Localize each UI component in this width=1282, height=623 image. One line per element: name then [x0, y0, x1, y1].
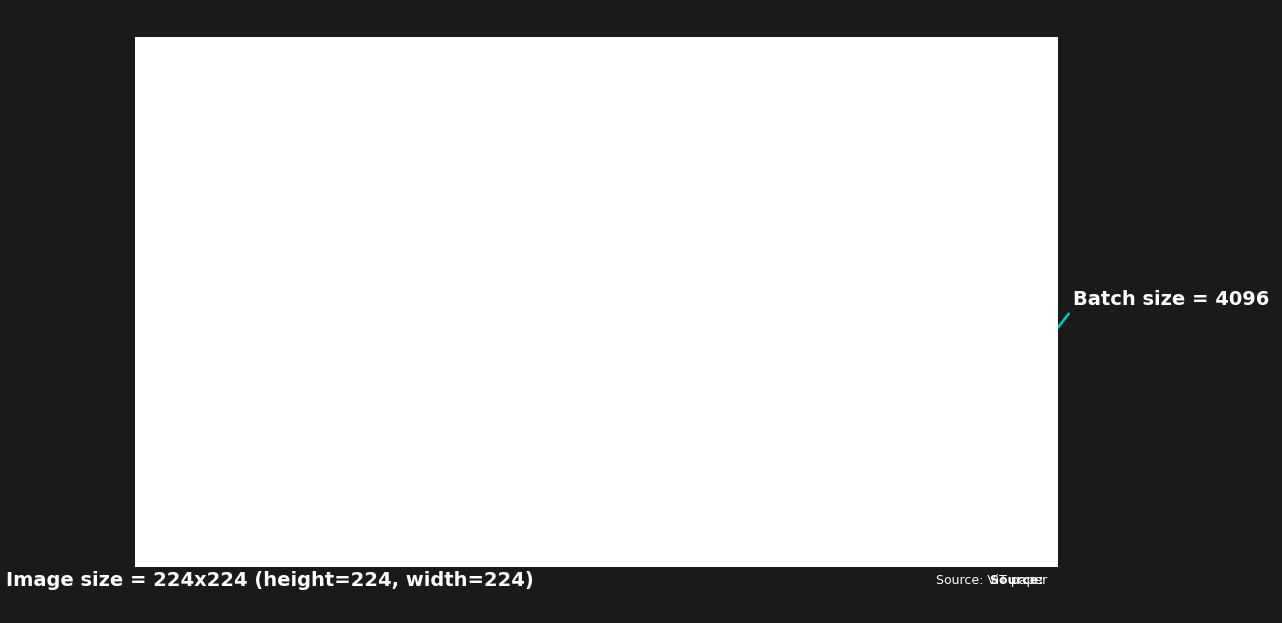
Text: Source: ViT paper: Source: ViT paper [936, 574, 1047, 587]
Text: Source:: Source: [990, 574, 1047, 587]
Text: Image size = 224x224 (height=224, width=224): Image size = 224x224 (height=224, width=… [6, 571, 535, 590]
Bar [644, 454, 844, 486]
Bar [324, 524, 604, 558]
Text: Batch size = 4096: Batch size = 4096 [1073, 290, 1269, 308]
Text: Table 3: Hyperparameters for training.  All models are trained with a batch size: Table 3: Hyperparameters for training. A… [150, 439, 814, 488]
